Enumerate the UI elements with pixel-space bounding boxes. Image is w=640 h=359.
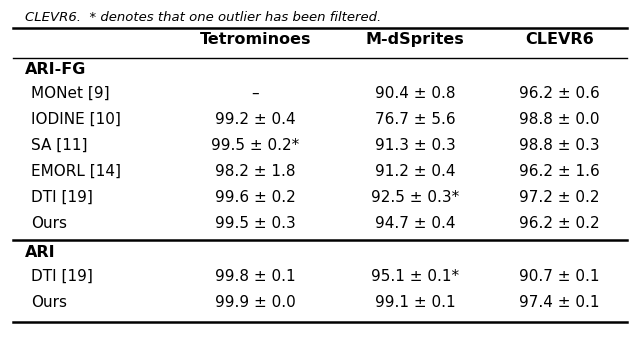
Text: 97.2 ± 0.2: 97.2 ± 0.2: [520, 190, 600, 205]
Text: 98.8 ± 0.0: 98.8 ± 0.0: [520, 112, 600, 127]
Text: SA [11]: SA [11]: [31, 138, 88, 153]
Text: Tetrominoes: Tetrominoes: [200, 32, 311, 47]
Text: –: –: [252, 86, 259, 101]
Text: Ours: Ours: [31, 295, 67, 310]
Text: 95.1 ± 0.1*: 95.1 ± 0.1*: [371, 269, 460, 284]
Text: MONet [9]: MONet [9]: [31, 86, 110, 101]
Text: CLEVR6: CLEVR6: [525, 32, 594, 47]
Text: 99.6 ± 0.2: 99.6 ± 0.2: [215, 190, 296, 205]
Text: 94.7 ± 0.4: 94.7 ± 0.4: [375, 215, 456, 230]
Text: EMORL [14]: EMORL [14]: [31, 164, 121, 179]
Text: 98.2 ± 1.8: 98.2 ± 1.8: [215, 164, 296, 179]
Text: ARI: ARI: [25, 245, 56, 260]
Text: 99.1 ± 0.1: 99.1 ± 0.1: [375, 295, 456, 310]
Text: 99.5 ± 0.2*: 99.5 ± 0.2*: [211, 138, 300, 153]
Text: 91.2 ± 0.4: 91.2 ± 0.4: [375, 164, 456, 179]
Text: 96.2 ± 0.2: 96.2 ± 0.2: [519, 215, 600, 230]
Text: M-dSprites: M-dSprites: [366, 32, 465, 47]
Text: 96.2 ± 0.6: 96.2 ± 0.6: [519, 86, 600, 101]
Text: 92.5 ± 0.3*: 92.5 ± 0.3*: [371, 190, 460, 205]
Text: 90.7 ± 0.1: 90.7 ± 0.1: [520, 269, 600, 284]
Text: 76.7 ± 5.6: 76.7 ± 5.6: [375, 112, 456, 127]
Text: 91.3 ± 0.3: 91.3 ± 0.3: [375, 138, 456, 153]
Text: 99.9 ± 0.0: 99.9 ± 0.0: [215, 295, 296, 310]
Text: 99.2 ± 0.4: 99.2 ± 0.4: [215, 112, 296, 127]
Text: 98.8 ± 0.3: 98.8 ± 0.3: [519, 138, 600, 153]
Text: ARI-FG: ARI-FG: [25, 62, 86, 77]
Text: IODINE [10]: IODINE [10]: [31, 112, 121, 127]
Text: CLEVR6.  * denotes that one outlier has been filtered.: CLEVR6. * denotes that one outlier has b…: [25, 11, 381, 24]
Text: 99.5 ± 0.3: 99.5 ± 0.3: [215, 215, 296, 230]
Text: 99.8 ± 0.1: 99.8 ± 0.1: [215, 269, 296, 284]
Text: 90.4 ± 0.8: 90.4 ± 0.8: [375, 86, 456, 101]
Text: DTI [19]: DTI [19]: [31, 269, 93, 284]
Text: 96.2 ± 1.6: 96.2 ± 1.6: [519, 164, 600, 179]
Text: Ours: Ours: [31, 215, 67, 230]
Text: 97.4 ± 0.1: 97.4 ± 0.1: [520, 295, 600, 310]
Text: DTI [19]: DTI [19]: [31, 190, 93, 205]
